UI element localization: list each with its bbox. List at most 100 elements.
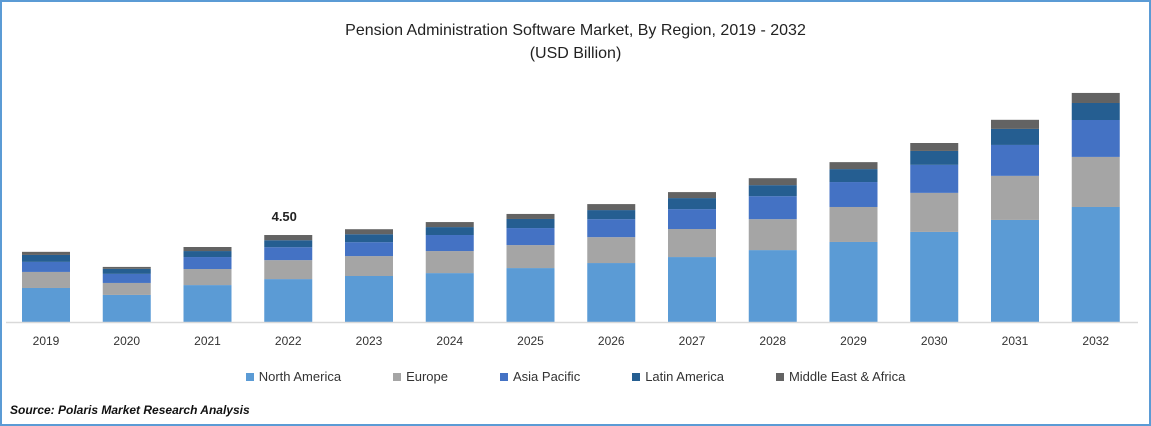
- bar-segment-middle-east-africa-2027: [668, 192, 716, 199]
- bar-segment-europe-2027: [668, 229, 716, 258]
- x-tick-label: 2021: [194, 334, 221, 348]
- x-tick-label: 2029: [840, 334, 867, 348]
- bar-segment-north-america-2025: [506, 268, 555, 322]
- bar-segment-europe-2024: [425, 251, 474, 274]
- bar-segment-middle-east-africa-2020: [102, 266, 151, 269]
- bar-segment-middle-east-africa-2032: [1071, 92, 1120, 103]
- bar-segment-europe-2026: [587, 237, 636, 264]
- bar-segment-europe-2023: [345, 256, 393, 276]
- legend-label: Asia Pacific: [513, 369, 581, 384]
- bar-segment-europe-2029: [829, 206, 878, 242]
- bar-segment-north-america-2022: [264, 279, 313, 322]
- chart-subtitle: (USD Billion): [529, 45, 622, 62]
- bar-segment-latin-america-2021: [183, 251, 232, 258]
- source-note: Source: Polaris Market Research Analysis: [10, 403, 250, 417]
- bar-segment-middle-east-africa-2023: [345, 229, 393, 235]
- legend-item: Middle East & Africa: [775, 369, 906, 384]
- bar-segment-middle-east-africa-2024: [425, 222, 474, 228]
- bar-segment-asia-pacific-2031: [991, 144, 1039, 176]
- bar-segment-latin-america-2019: [22, 254, 70, 262]
- x-tick-label: 2026: [598, 334, 625, 348]
- bar-segment-asia-pacific-2032: [1071, 120, 1120, 157]
- x-tick-label: 2019: [33, 334, 60, 348]
- bar-segment-latin-america-2028: [748, 185, 797, 197]
- bar-segment-europe-2030: [910, 192, 959, 232]
- legend: North America Europe Asia Pacific Latin Ame…: [2, 369, 1149, 384]
- bar-segment-middle-east-africa-2026: [587, 204, 636, 211]
- bar-segment-north-america-2020: [102, 294, 151, 322]
- bar-segment-europe-2032: [1071, 156, 1120, 207]
- legend-label: Europe: [406, 369, 448, 384]
- bar-segment-north-america-2027: [668, 257, 716, 322]
- bar-segment-europe-2028: [748, 219, 797, 251]
- bar-segment-middle-east-africa-2029: [829, 162, 878, 170]
- data-label: 4.50: [272, 209, 297, 224]
- x-tick-label: 2031: [1002, 334, 1029, 348]
- bar-segment-middle-east-africa-2028: [748, 178, 797, 186]
- legend-swatch: [500, 372, 508, 381]
- bar-segment-asia-pacific-2026: [587, 219, 636, 238]
- bar-segment-north-america-2021: [183, 285, 232, 322]
- bar-segment-latin-america-2029: [829, 169, 878, 183]
- bar-segment-europe-2020: [102, 282, 151, 295]
- x-tick-label: 2027: [679, 334, 706, 348]
- bar-segment-asia-pacific-2021: [183, 257, 232, 270]
- bar-segment-north-america-2032: [1071, 206, 1120, 322]
- bar-segment-asia-pacific-2030: [910, 164, 959, 193]
- bar-segment-north-america-2028: [748, 250, 797, 322]
- legend-item: North America: [245, 369, 341, 384]
- x-tick-label: 2028: [759, 334, 786, 348]
- bar-segment-latin-america-2025: [506, 218, 555, 229]
- bar-segment-north-america-2026: [587, 263, 636, 322]
- legend-swatch: [632, 372, 641, 381]
- bar-segment-asia-pacific-2028: [748, 196, 797, 220]
- bar-segment-latin-america-2032: [1071, 102, 1120, 121]
- bar-segment-latin-america-2023: [345, 234, 393, 243]
- legend-label: Middle East & Africa: [788, 369, 906, 384]
- bar-segment-asia-pacific-2025: [506, 228, 555, 246]
- chart-title: Pension Administration Software Market, …: [345, 22, 806, 39]
- bar-segment-europe-2025: [506, 245, 555, 269]
- legend-swatch: [393, 372, 402, 381]
- bar-segment-north-america-2024: [425, 273, 474, 322]
- bar-segment-asia-pacific-2019: [22, 261, 70, 272]
- bar-segment-north-america-2023: [345, 275, 393, 322]
- bar-segment-asia-pacific-2024: [425, 235, 474, 252]
- bar-segment-north-america-2031: [991, 219, 1039, 322]
- bar-segment-middle-east-africa-2022: [264, 235, 313, 241]
- bar-segment-europe-2021: [183, 269, 232, 286]
- bar-segment-latin-america-2024: [425, 227, 474, 236]
- x-tick-label: 2020: [113, 334, 140, 348]
- bar-segment-middle-east-africa-2030: [910, 143, 959, 151]
- bar-segment-europe-2019: [22, 271, 70, 288]
- bar-segment-europe-2022: [264, 260, 313, 280]
- bar-segment-latin-america-2026: [587, 210, 636, 220]
- legend-item: Europe: [393, 369, 448, 384]
- bar-segment-asia-pacific-2023: [345, 242, 393, 257]
- legend-item: Asia Pacific: [500, 369, 580, 384]
- bar-segment-middle-east-africa-2031: [991, 119, 1039, 129]
- bar-segment-asia-pacific-2022: [264, 247, 313, 261]
- bar-segment-north-america-2019: [22, 287, 70, 322]
- bar-segment-middle-east-africa-2021: [183, 246, 232, 252]
- legend-item: Latin America: [632, 369, 724, 384]
- x-tick-label: 2022: [275, 334, 302, 348]
- x-tick-label: 2025: [517, 334, 544, 348]
- bar-segment-asia-pacific-2020: [102, 273, 151, 283]
- bar-segment-asia-pacific-2029: [829, 182, 878, 207]
- legend-swatch: [245, 372, 254, 381]
- x-tick-label: 2032: [1082, 334, 1109, 348]
- x-tick-label: 2030: [921, 334, 948, 348]
- bar-segment-middle-east-africa-2019: [22, 251, 70, 255]
- bar-segment-latin-america-2027: [668, 198, 716, 210]
- bar-segment-north-america-2030: [910, 231, 959, 322]
- bar-segment-asia-pacific-2027: [668, 209, 716, 230]
- bar-segment-north-america-2029: [829, 241, 878, 322]
- bar-segment-europe-2031: [991, 175, 1039, 220]
- bar-segment-latin-america-2030: [910, 150, 959, 165]
- plot-area: 2019 2020 2021 2022 4.50 2023 2024 2025 2026 2027…: [6, 92, 1138, 348]
- bar-segment-middle-east-africa-2025: [506, 213, 555, 219]
- bar-segment-latin-america-2022: [264, 240, 313, 248]
- legend-swatch: [775, 372, 784, 381]
